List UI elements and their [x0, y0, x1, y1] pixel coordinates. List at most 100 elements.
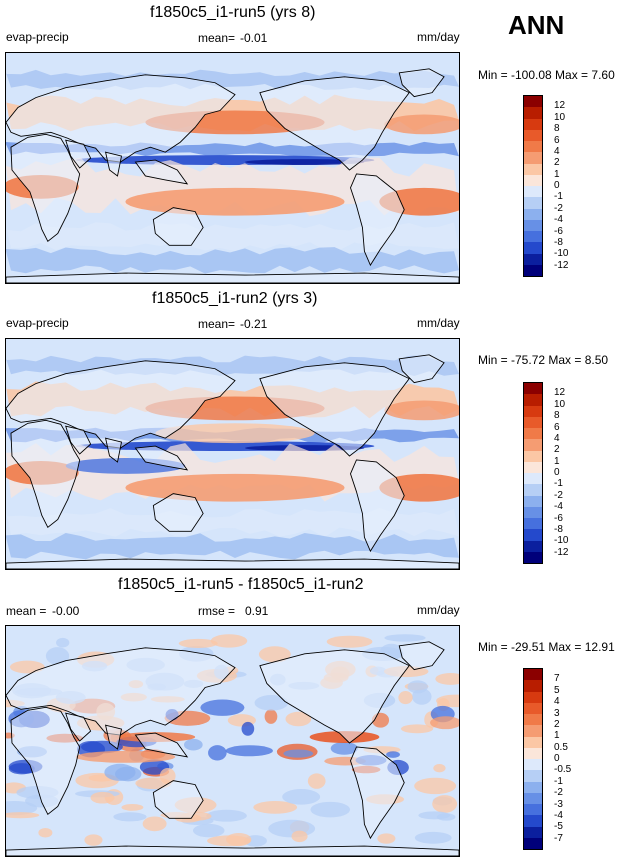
colorbar-tick-label: -6 [554, 225, 563, 237]
africa-outline [10, 133, 81, 243]
panel1-colorbar [523, 95, 543, 277]
namerica-outline [259, 649, 410, 744]
colorbar-swatch [524, 815, 542, 827]
colorbar-tick-label: -0.5 [554, 764, 572, 776]
colorbar-swatch [524, 129, 542, 141]
eurasia-outline [6, 647, 236, 736]
australia-outline [152, 207, 204, 246]
colorbar-swatch [524, 826, 542, 838]
greenland-outline [398, 641, 445, 671]
africa-outline [10, 419, 81, 529]
india-outline [104, 724, 123, 750]
colorbar-swatch [524, 792, 542, 804]
panel3-title: f1850c5_i1-run5 - f1850c5_i1-run2 [118, 576, 364, 593]
arabia-outline [65, 712, 92, 742]
colorbar-swatch [524, 837, 542, 849]
eurasia-outline [6, 360, 236, 449]
colorbar-tick-label: 10 [554, 398, 566, 410]
samerica-outline [350, 173, 405, 267]
panel3-mean-label: mean = [6, 604, 47, 618]
colorbar-tick-label: 1 [554, 455, 560, 467]
colorbar-tick-label: 4 [554, 696, 560, 708]
arabia-outline [65, 425, 92, 455]
colorbar-tick-label: -4 [554, 501, 563, 513]
colorbar-tick-label: 0 [554, 467, 560, 478]
greenland-outline [398, 68, 445, 98]
colorbar-swatch [524, 439, 542, 451]
colorbar-swatch [524, 197, 542, 209]
colorbar-tick-label: 1 [554, 168, 560, 180]
panel2-variable-label: evap-precip [6, 316, 69, 330]
africa-outline [10, 706, 81, 816]
colorbar-swatch [524, 473, 542, 485]
colorbar-tick-label: -1 [554, 775, 563, 787]
panel1-mean-label: mean= [198, 31, 236, 45]
colorbar-swatch [524, 691, 542, 703]
colorbar-swatch [524, 506, 542, 518]
colorbar-tick-label: -1 [554, 478, 563, 490]
colorbar-tick-label: -8 [554, 236, 563, 248]
colorbar-swatch [524, 495, 542, 507]
colorbar-tick-label: 2 [554, 444, 560, 456]
namerica-outline [259, 76, 410, 171]
panel2-units: mm/day [417, 316, 460, 330]
colorbar-swatch [524, 702, 542, 714]
colorbar-swatch [524, 208, 542, 220]
colorbar-tick-label: 1 [554, 730, 560, 742]
colorbar-swatch [524, 680, 542, 692]
colorbar-swatch [524, 669, 542, 681]
panel2-mean-label: mean= [198, 317, 236, 331]
panel1-mean-value: -0.01 [240, 31, 268, 45]
panel1-units: mm/day [417, 30, 460, 44]
colorbar-swatch [524, 186, 542, 198]
colorbar-tick-label: -6 [554, 512, 563, 524]
colorbar-swatch [524, 725, 542, 737]
colorbar-swatch [524, 118, 542, 130]
colorbar-swatch [524, 804, 542, 816]
colorbar-tick-label: 7 [554, 673, 560, 685]
colorbar-tick-label: 6 [554, 421, 560, 433]
panel1-field [6, 53, 459, 283]
greenland-outline [398, 354, 445, 384]
colorbar-tick-label: -7 [554, 832, 563, 844]
colorbar-swatch [524, 714, 542, 726]
seasia-outline [134, 159, 189, 185]
colorbar-swatch [524, 759, 542, 771]
colorbar-swatch [524, 141, 542, 153]
colorbar-tick-label: 6 [554, 134, 560, 146]
colorbar-tick-label: -12 [554, 259, 569, 271]
colorbar-tick-label: 2 [554, 718, 560, 730]
colorbar-swatch [524, 484, 542, 496]
colorbar-swatch [524, 529, 542, 541]
colorbar-swatch [524, 107, 542, 119]
colorbar-swatch [524, 394, 542, 406]
colorbar-swatch [524, 242, 542, 254]
colorbar-swatch [524, 174, 542, 186]
colorbar-tick-label: -1 [554, 191, 563, 203]
colorbar-swatch [524, 416, 542, 428]
panel3-rmse-value: 0.91 [245, 604, 269, 618]
samerica-outline [350, 459, 405, 553]
colorbar-swatch [524, 736, 542, 748]
colorbar-tick-label: -10 [554, 248, 569, 260]
colorbar-tick-label: 5 [554, 684, 560, 696]
panel2-colorbar [523, 382, 543, 564]
colorbar-swatch [524, 518, 542, 530]
panel2-mean-value: -0.21 [240, 317, 268, 331]
colorbar-tick-label: -12 [554, 546, 569, 558]
samerica-outline [350, 746, 405, 840]
colorbar-swatch [524, 551, 542, 563]
colorbar-tick-label: -8 [554, 523, 563, 535]
panel3-rmse-label: rmse = [198, 604, 236, 618]
colorbar-swatch [524, 405, 542, 417]
australia-outline [152, 780, 204, 819]
colorbar-swatch [524, 461, 542, 473]
india-outline [104, 151, 123, 177]
australia-outline [152, 493, 204, 532]
india-outline [104, 437, 123, 463]
eurasia-outline [6, 74, 236, 163]
colorbar-tick-label: 10 [554, 111, 566, 123]
panel2-title: f1850c5_i1-run2 (yrs 3) [152, 290, 318, 307]
colorbar-tick-label: -5 [554, 821, 563, 833]
panel3-colorbar [523, 668, 543, 850]
